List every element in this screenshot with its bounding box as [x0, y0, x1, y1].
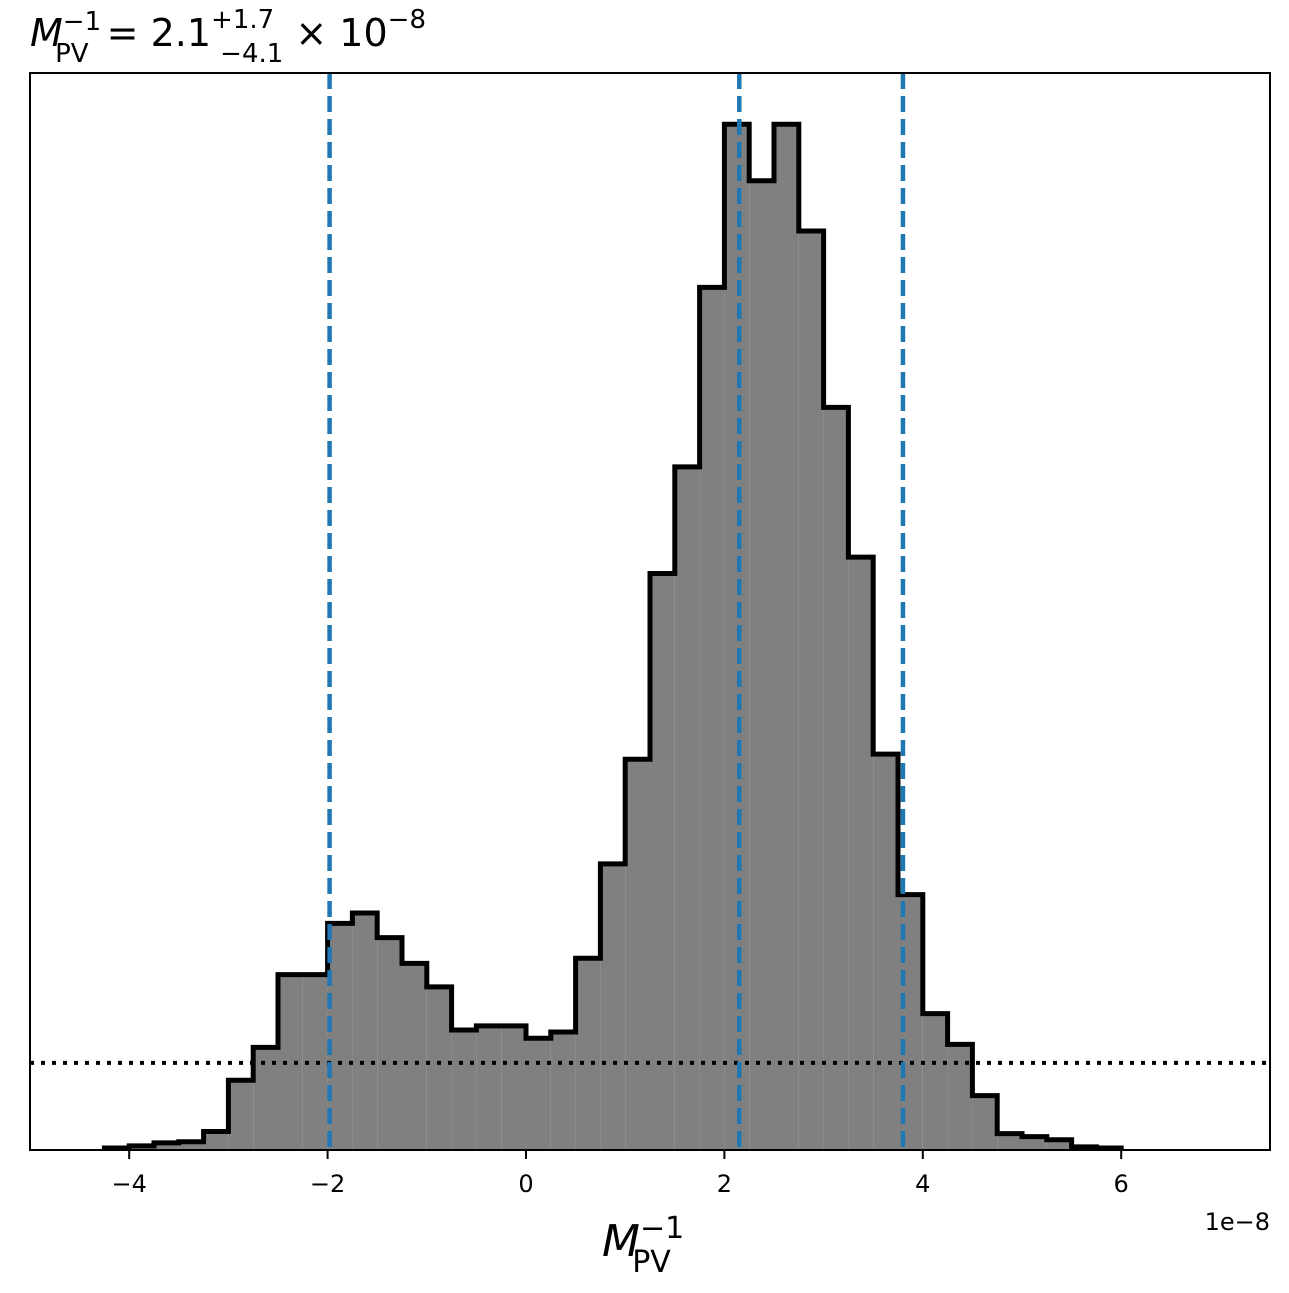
histogram-bar — [1046, 1139, 1072, 1150]
histogram-bar — [873, 754, 898, 1150]
histogram-bar — [947, 1044, 973, 1150]
x-axis-ticks: −4 −2 0 2 4 6 — [112, 1150, 1129, 1198]
histogram-bar — [377, 937, 402, 1150]
histogram-bar — [402, 963, 427, 1150]
histogram-bar — [451, 1029, 477, 1150]
histogram-bar — [426, 986, 452, 1150]
histogram-bar — [178, 1141, 204, 1150]
histogram-bar — [1022, 1136, 1047, 1150]
x-tick-label: 2 — [717, 1170, 732, 1198]
histogram-bar — [501, 1025, 526, 1150]
histogram-bar — [674, 466, 700, 1151]
x-tick-label: 0 — [518, 1170, 533, 1198]
title-exponent: −8 — [388, 5, 426, 35]
histogram-bar — [650, 573, 675, 1150]
histogram-bar — [203, 1131, 229, 1150]
x-tick-label: 6 — [1114, 1170, 1129, 1198]
histogram-bar — [699, 287, 725, 1151]
chart-title: M−1 PV = 2.1+1.7 −4.1 × 10−8 — [30, 5, 426, 69]
title-symbol: M — [30, 11, 63, 55]
histogram-bar — [550, 1032, 576, 1150]
histogram-bar — [526, 1038, 551, 1150]
xlabel-subscript: PV — [632, 1245, 671, 1280]
histogram-bar — [774, 124, 799, 1150]
title-times: × 10 — [283, 11, 387, 55]
title-error-plus: +1.7 — [211, 5, 274, 35]
histogram-bar — [154, 1142, 179, 1150]
histogram-bar — [724, 124, 750, 1150]
histogram-outline — [101, 121, 1124, 1151]
histogram-bar — [575, 958, 601, 1150]
histogram-bar — [476, 1025, 502, 1150]
histogram-bar — [352, 913, 378, 1150]
histogram-bar — [278, 974, 303, 1150]
histogram-bar — [625, 759, 650, 1150]
histogram-bar — [749, 180, 774, 1150]
xlabel-superscript: −1 — [640, 1211, 684, 1246]
title-superscript: −1 — [63, 7, 101, 37]
histogram-bar — [997, 1133, 1022, 1150]
plot-area — [30, 73, 1270, 1151]
x-tick-label: −2 — [310, 1170, 345, 1198]
x-tick-label: 4 — [915, 1170, 930, 1198]
histogram-bar — [972, 1095, 998, 1150]
histogram-bar — [600, 863, 626, 1150]
x-axis-label: M−1 PV — [602, 1211, 684, 1280]
histogram-bar — [823, 407, 849, 1151]
x-tick-label: −4 — [112, 1170, 147, 1198]
axes-frame — [29, 72, 1271, 1151]
title-value: = 2.1 — [95, 11, 211, 55]
histogram-bar — [848, 557, 874, 1150]
histogram-bar — [798, 230, 824, 1150]
xlabel-symbol: M — [602, 1216, 640, 1267]
histogram-bar — [228, 1080, 254, 1150]
title-error-minus: −4.1 — [220, 39, 283, 69]
x-offset-text: 1e−8 — [1205, 1208, 1270, 1236]
title-subscript: PV — [55, 39, 89, 69]
histogram-bar — [922, 1013, 948, 1150]
